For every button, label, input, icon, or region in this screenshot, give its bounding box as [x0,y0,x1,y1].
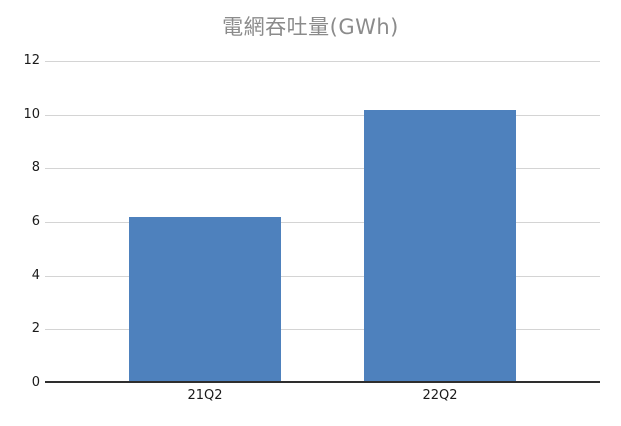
chart-title: 電網吞吐量(GWh) [222,15,399,39]
bar-22Q2 [364,110,516,381]
y-axis-tick-label: 4 [31,268,40,283]
y-axis-tick-label: 6 [31,214,40,229]
y-axis-tick-label: 0 [31,375,40,390]
gridline [45,115,600,116]
x-axis-tick-label: 22Q2 [422,388,458,403]
gridline [45,329,600,330]
plot-area [45,61,600,383]
y-axis-tick-label: 2 [31,321,40,336]
y-axis-tick-label: 12 [23,53,40,68]
y-axis-tick-label: 8 [31,160,40,175]
gridline [45,276,600,277]
gridline [45,61,600,62]
x-axis-tick-label: 21Q2 [187,388,223,403]
gridline [45,168,600,169]
bar-21Q2 [129,217,281,381]
gridline [45,222,600,223]
y-axis-tick-label: 10 [23,107,40,122]
